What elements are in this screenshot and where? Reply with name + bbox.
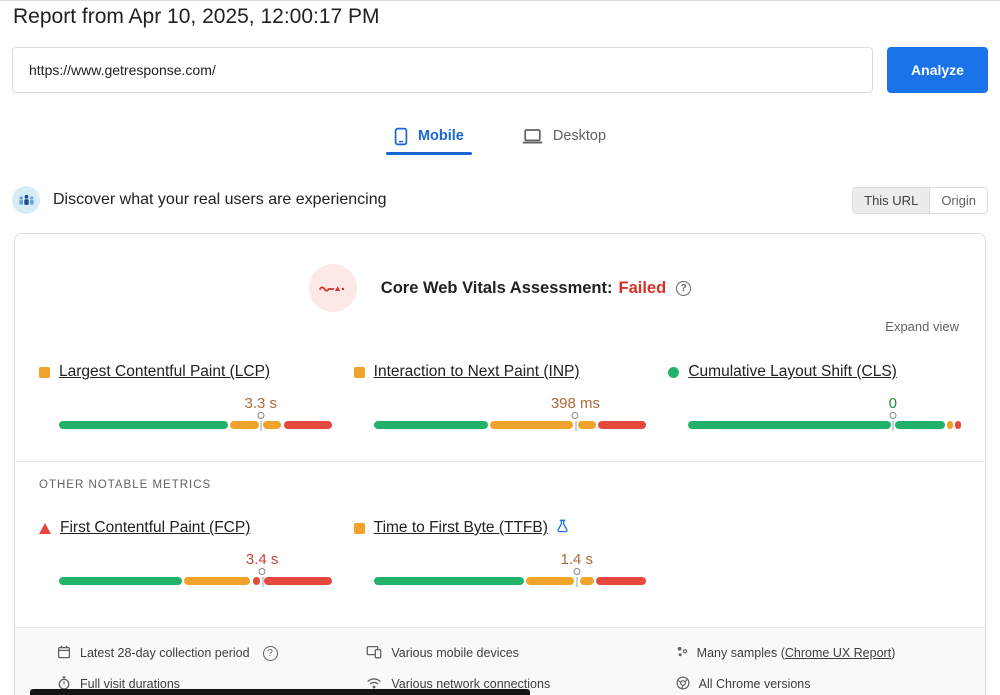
cls-value: 0 bbox=[888, 395, 898, 412]
lcp-distribution-bar bbox=[59, 412, 332, 431]
other-metrics-row: First Contentful Paint (FCP) 3.4 s Time … bbox=[39, 517, 961, 587]
calendar-icon bbox=[57, 645, 71, 662]
fcp-distribution-bar bbox=[59, 568, 332, 587]
page-title: Report from Apr 10, 2025, 12:00:17 PM bbox=[13, 5, 380, 28]
tab-desktop-label: Desktop bbox=[552, 128, 607, 144]
assessment-label: Core Web Vitals Assessment: bbox=[380, 278, 613, 297]
collection-period-item: Latest 28-day collection period bbox=[57, 641, 366, 665]
metric-ttfb: Time to First Byte (TTFB) 1.4 s bbox=[353, 517, 647, 587]
collection-period-label: Latest 28-day collection period bbox=[80, 646, 250, 660]
tab-desktop[interactable]: Desktop bbox=[516, 115, 612, 157]
cwv-assessment-title: Core Web Vitals Assessment: Failed bbox=[380, 278, 692, 298]
url-input[interactable] bbox=[12, 47, 873, 93]
chrome-ux-report-link[interactable]: Chrome UX Report bbox=[784, 646, 892, 660]
metric-fcp: First Contentful Paint (FCP) 3.4 s bbox=[39, 517, 332, 587]
chrome-versions-label: All Chrome versions bbox=[698, 677, 811, 691]
tab-mobile-label: Mobile bbox=[417, 128, 464, 144]
mobile-devices-item: Various mobile devices bbox=[366, 641, 675, 665]
pulse-icon bbox=[308, 264, 357, 312]
search-bar: Analyze bbox=[12, 47, 988, 93]
experimental-flask-icon bbox=[556, 519, 569, 538]
field-heading: Discover what your real users are experi… bbox=[53, 191, 387, 208]
field-data-header: Discover what your real users are experi… bbox=[12, 185, 988, 215]
mobile-devices-label: Various mobile devices bbox=[391, 646, 519, 660]
toggle-this-url[interactable]: This URL bbox=[853, 187, 930, 213]
analyze-button[interactable]: Analyze bbox=[887, 47, 988, 93]
samples-icon bbox=[676, 646, 688, 661]
visit-durations-item: Full visit durations bbox=[57, 672, 366, 695]
cls-link[interactable]: Cumulative Layout Shift (CLS) bbox=[688, 363, 897, 380]
cls-distribution-bar bbox=[688, 412, 961, 431]
samples-item: Many samples (Chrome UX Report) bbox=[676, 641, 985, 665]
lcp-status-icon bbox=[39, 366, 50, 378]
inp-distribution-bar bbox=[373, 412, 647, 431]
assessment-result: Failed bbox=[618, 278, 667, 297]
ttfb-distribution-bar bbox=[373, 568, 647, 587]
expand-view-button[interactable]: Expand view bbox=[885, 319, 959, 334]
core-metrics-row: Largest Contentful Paint (LCP) 3.3 s Int… bbox=[39, 361, 961, 431]
metric-lcp: Largest Contentful Paint (LCP) 3.3 s bbox=[39, 361, 332, 431]
inp-status-icon bbox=[353, 366, 365, 378]
phone-icon bbox=[394, 127, 408, 146]
chrome-versions-item: All Chrome versions bbox=[676, 672, 985, 695]
samples-label: Many samples (Chrome UX Report) bbox=[696, 646, 896, 660]
ttfb-status-icon bbox=[353, 522, 365, 534]
ttfb-value: 1.4 s bbox=[560, 551, 594, 568]
laptop-icon bbox=[522, 128, 543, 145]
network-connections-item: Various network connections bbox=[366, 672, 675, 695]
inp-link[interactable]: Interaction to Next Paint (INP) bbox=[373, 363, 580, 380]
devices-icon bbox=[366, 645, 382, 662]
stopwatch-icon bbox=[57, 675, 71, 693]
device-tabs: Mobile Desktop bbox=[0, 115, 1000, 157]
assessment-help-icon[interactable] bbox=[676, 280, 692, 296]
field-data-card: Core Web Vitals Assessment: Failed Expan… bbox=[14, 233, 986, 695]
lcp-value: 3.3 s bbox=[244, 395, 278, 412]
wifi-icon bbox=[366, 677, 382, 692]
inp-value: 398 ms bbox=[550, 395, 601, 412]
fcp-value: 3.4 s bbox=[245, 551, 279, 568]
other-metrics-label: OTHER NOTABLE METRICS bbox=[39, 479, 212, 491]
tab-mobile[interactable]: Mobile bbox=[385, 115, 472, 157]
section-divider bbox=[15, 461, 985, 462]
collection-info-footer: Latest 28-day collection period Various … bbox=[15, 627, 985, 695]
metric-inp: Interaction to Next Paint (INP) 398 ms bbox=[353, 361, 647, 431]
metric-cls: Cumulative Layout Shift (CLS) 0 bbox=[668, 361, 961, 431]
lcp-link[interactable]: Largest Contentful Paint (LCP) bbox=[59, 363, 271, 380]
visit-durations-label: Full visit durations bbox=[80, 677, 181, 691]
fcp-link[interactable]: First Contentful Paint (FCP) bbox=[60, 519, 251, 536]
next-section-cutoff bbox=[30, 689, 530, 695]
toggle-origin[interactable]: Origin bbox=[929, 187, 987, 213]
url-origin-toggle: This URL Origin bbox=[852, 186, 988, 214]
cls-status-icon bbox=[668, 366, 680, 378]
cwv-assessment-header: Core Web Vitals Assessment: Failed bbox=[15, 264, 985, 312]
chrome-icon bbox=[676, 675, 690, 693]
fcp-status-icon bbox=[39, 522, 51, 534]
network-connections-label: Various network connections bbox=[391, 677, 551, 691]
ttfb-link[interactable]: Time to First Byte (TTFB) bbox=[373, 519, 548, 536]
real-users-icon bbox=[12, 186, 40, 214]
collection-period-help-icon[interactable] bbox=[262, 645, 278, 661]
